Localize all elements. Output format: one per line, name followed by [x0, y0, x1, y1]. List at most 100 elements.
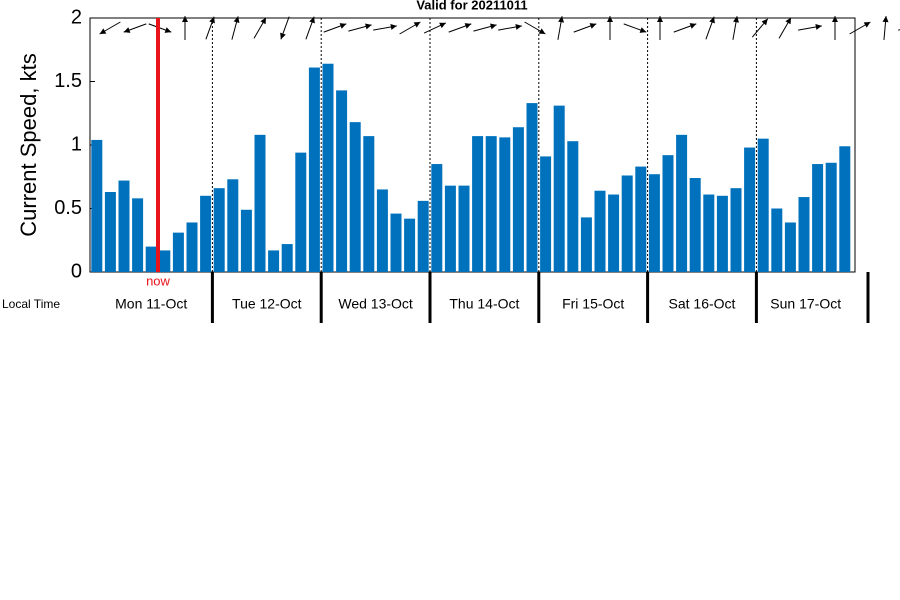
direction-arrow	[778, 17, 792, 39]
bar	[472, 136, 484, 272]
bar	[104, 191, 116, 272]
direction-arrow	[732, 16, 739, 40]
direction-arrow	[657, 16, 663, 40]
bar	[363, 136, 375, 272]
arrow-head	[733, 16, 739, 23]
arrow-head	[309, 16, 315, 24]
direction-arrow	[573, 23, 597, 33]
direction-arrow	[99, 21, 121, 35]
direction-arrow	[305, 16, 315, 40]
x-axis-label: Local Time	[2, 297, 60, 311]
bar	[812, 164, 824, 272]
direction-arrow	[399, 21, 421, 35]
arrow-head	[490, 23, 497, 30]
y-tick-label: 0	[71, 260, 82, 282]
arrow-head	[607, 16, 613, 22]
arrow-head	[280, 32, 286, 40]
bar	[499, 137, 511, 272]
bar	[458, 185, 470, 272]
day-label: Sat 16-Oct	[669, 296, 736, 312]
y-tick-label: 2	[71, 6, 82, 28]
direction-arrow	[373, 24, 397, 31]
bar	[132, 198, 144, 272]
bar	[825, 162, 837, 272]
direction-arrow	[705, 16, 715, 40]
y-tick-label: 0.5	[54, 197, 82, 219]
bar	[648, 174, 660, 272]
direction-arrow	[524, 21, 546, 35]
bar	[608, 194, 620, 272]
arrow-head	[365, 23, 372, 30]
bar	[540, 156, 552, 272]
direction-arrow	[280, 16, 290, 40]
bar	[213, 188, 225, 272]
arrow-head	[164, 27, 172, 33]
bar	[200, 195, 212, 272]
day-label: Tue 12-Oct	[232, 296, 302, 312]
arrow-head	[439, 22, 446, 29]
arrow-head	[785, 17, 791, 25]
arrow-head	[639, 27, 647, 33]
arrow-head	[390, 24, 397, 30]
bar	[240, 209, 252, 272]
bar	[798, 197, 810, 272]
bar	[757, 138, 769, 272]
arrow-head	[182, 16, 188, 22]
direction-arrow	[673, 23, 697, 33]
bar	[580, 217, 592, 272]
direction-arrow	[423, 22, 447, 34]
direction-arrow	[123, 23, 147, 33]
arrow-head	[832, 16, 838, 22]
bar	[635, 166, 647, 272]
bar	[390, 213, 402, 272]
direction-arrow	[849, 21, 871, 35]
day-label: Fri 15-Oct	[562, 296, 624, 312]
y-tick-label: 1	[71, 133, 82, 155]
bar	[417, 200, 429, 272]
arrow-head	[99, 28, 107, 34]
bar	[594, 190, 606, 272]
y-axis-label: Current Speed, kts	[16, 53, 41, 236]
bar	[485, 136, 497, 272]
arrow-head	[233, 16, 240, 23]
bar	[526, 103, 538, 272]
arrow-head	[863, 22, 871, 28]
bar	[771, 208, 783, 272]
direction-arrow	[182, 16, 188, 40]
arrow-head	[689, 23, 697, 29]
arrow-head	[589, 23, 597, 29]
bar	[431, 164, 443, 272]
bar	[172, 232, 184, 272]
bar	[512, 127, 524, 272]
bar	[145, 246, 157, 272]
arrow-head	[709, 16, 715, 24]
bar	[186, 222, 198, 272]
y-tick-label: 1.5	[54, 70, 82, 92]
direction-arrow	[348, 23, 372, 32]
chart-title: Valid for 20211011	[416, 0, 527, 12]
bar	[308, 67, 320, 272]
bar	[839, 146, 851, 272]
arrow-head	[882, 16, 889, 23]
bar	[662, 155, 674, 272]
arrow-head	[123, 27, 131, 33]
bar	[349, 122, 361, 272]
bar	[676, 134, 688, 272]
bar	[159, 250, 171, 272]
direction-arrow	[882, 16, 889, 40]
bar	[716, 195, 728, 272]
day-label: Thu 14-Oct	[449, 296, 519, 312]
bar	[730, 188, 742, 272]
arrow-head	[538, 28, 546, 34]
direction-arrow	[557, 16, 564, 40]
arrow-head	[815, 24, 822, 30]
direction-arrow	[623, 23, 647, 33]
arrow-head	[413, 22, 421, 28]
direction-arrow	[798, 24, 822, 31]
bar	[322, 63, 334, 272]
direction-arrow	[473, 23, 497, 32]
arrow-head	[339, 23, 347, 29]
arrow-head	[761, 18, 768, 26]
bar	[295, 152, 307, 272]
